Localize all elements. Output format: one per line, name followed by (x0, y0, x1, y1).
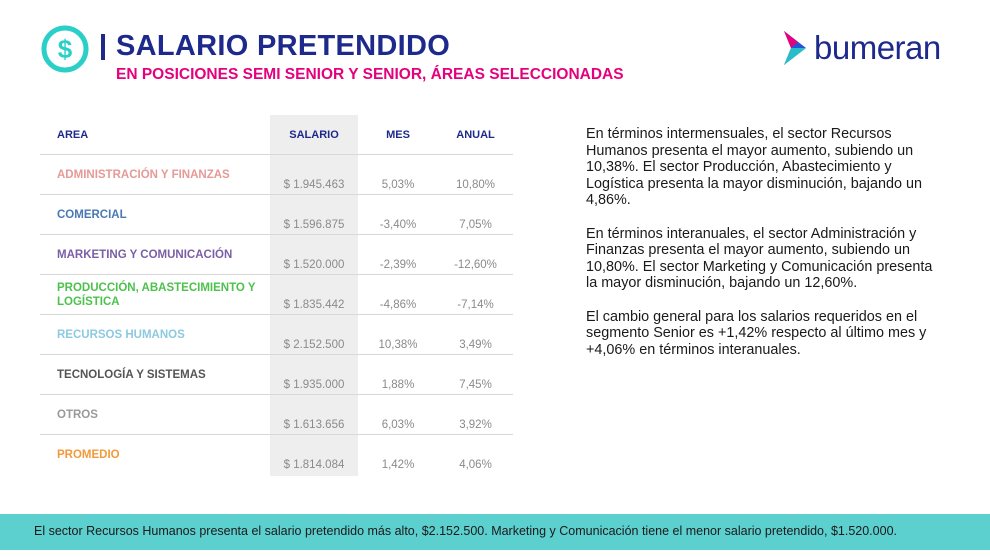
cell-anual: 10,80% (455, 179, 495, 191)
cell-salario: $ 1.935.000 (283, 379, 345, 391)
cell-area: TECNOLOGÍA Y SISTEMAS (57, 369, 206, 381)
cell-salario: $ 2.152.500 (283, 339, 345, 351)
cell-mes: 10,38% (378, 339, 418, 351)
table-row: COMERCIAL $ 1.596.875 -3,40% 7,05% (40, 195, 513, 235)
cell-anual: 3,92% (459, 419, 492, 431)
analysis-paragraph-monthly: En términos intermensuales, el sector Re… (586, 126, 922, 209)
cell-area: RECURSOS HUMANOS (57, 329, 185, 341)
cell-anual: 3,49% (459, 339, 492, 351)
cell-mes: 1,42% (381, 459, 415, 471)
cell-mes: -4,86% (379, 299, 417, 311)
cell-salario: $ 1.945.463 (283, 179, 345, 191)
cell-salario: $ 1.596.875 (283, 219, 345, 231)
cell-salario: $ 1.613.656 (283, 419, 345, 431)
cell-area: PRODUCCIÓN, ABASTECIMIENTO Y LOGÍSTICA (57, 282, 256, 308)
cell-anual: 4,06% (459, 459, 492, 471)
svg-text:$: $ (58, 34, 73, 64)
cell-area: MARKETING Y COMUNICACIÓN (57, 249, 233, 261)
footer-text: El sector Recursos Humanos presenta el s… (34, 524, 897, 538)
salary-column-highlight (270, 115, 358, 476)
cell-anual: -7,14% (457, 299, 494, 311)
cell-salario: $ 1.814.084 (283, 459, 345, 471)
header-area: AREA (57, 129, 89, 141)
cell-mes: -3,40% (379, 219, 417, 231)
page-subtitle: EN POSICIONES SEMI SENIOR Y SENIOR, ÁREA… (116, 66, 624, 83)
dollar-circle-icon: $ (40, 24, 90, 74)
cell-mes: -2,39% (379, 259, 417, 271)
cell-salario: $ 1.520.000 (283, 259, 345, 271)
title-divider (101, 34, 105, 60)
brand-logo: bumeran (780, 26, 941, 70)
table-row: OTROS $ 1.613.656 6,03% 3,92% (40, 395, 513, 435)
cell-anual: -12,60% (454, 259, 497, 271)
cell-mes: 5,03% (381, 179, 415, 191)
table-row: RECURSOS HUMANOS $ 2.152.500 10,38% 3,49% (40, 315, 513, 355)
cell-anual: 7,05% (459, 219, 492, 231)
cell-area: ADMINISTRACIÓN Y FINANZAS (57, 169, 230, 181)
table-row: ADMINISTRACIÓN Y FINANZAS $ 1.945.463 5,03… (40, 155, 513, 195)
analysis-paragraph-general: El cambio general para los salarios requ… (586, 308, 927, 358)
header-anual: ANUAL (456, 129, 495, 141)
table-row: PROMEDIO $ 1.814.084 1,42% 4,06% (40, 435, 513, 475)
cell-area: PROMEDIO (57, 449, 120, 461)
header-mes: MES (386, 129, 410, 141)
table-body: ADMINISTRACIÓN Y FINANZAS $ 1.945.463 5,03… (40, 155, 513, 475)
salary-table: AREA SALARIO MES ANUAL ADMINISTRACIÓN Y … (40, 115, 513, 476)
cell-salario: $ 1.835.442 (283, 299, 345, 311)
table-header: AREA SALARIO MES ANUAL (40, 115, 513, 155)
header-salario: SALARIO (289, 129, 339, 141)
cell-mes: 6,03% (381, 419, 415, 431)
table-row: PRODUCCIÓN, ABASTECIMIENTO Y LOGÍSTICA $ … (40, 275, 513, 315)
analysis-paragraph-yearly: En términos interanuales, el sector Admi… (586, 225, 933, 292)
cell-anual: 7,45% (459, 379, 492, 391)
chevron-right-logo-icon (784, 31, 806, 65)
cell-area: COMERCIAL (57, 209, 127, 221)
brand-name: bumeran (814, 29, 941, 66)
analysis-text: En términos intermensuales, el sector Re… (586, 126, 946, 375)
footer-banner: El sector Recursos Humanos presenta el s… (0, 514, 990, 550)
cell-mes: 1,88% (381, 379, 415, 391)
table-row: MARKETING Y COMUNICACIÓN $ 1.520.000 -2,39… (40, 235, 513, 275)
table-row: TECNOLOGÍA Y SISTEMAS $ 1.935.000 1,88% 7,4… (40, 355, 513, 395)
cell-area: OTROS (57, 409, 98, 421)
page-title: SALARIO PRETENDIDO (116, 30, 451, 62)
